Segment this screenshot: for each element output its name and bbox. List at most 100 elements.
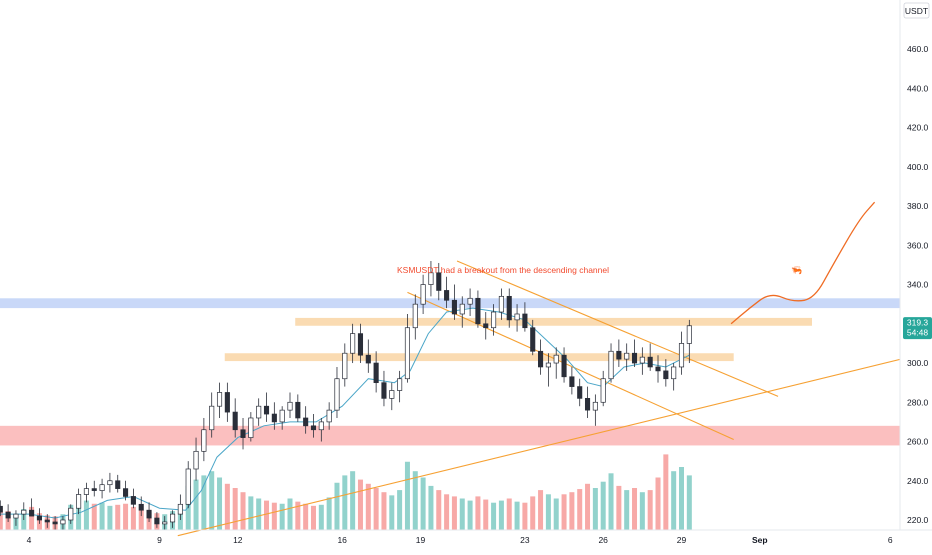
volume-bar [561,494,567,530]
candle-body-up [671,366,677,380]
volume-bar [483,499,489,530]
volume-bar [436,490,442,530]
candle-body-down [240,429,246,438]
candle-body-up [553,354,559,364]
candle [600,370,606,407]
volume-bar [264,500,270,530]
candle-body-up [498,295,504,313]
candle [538,339,544,375]
candle [232,398,238,438]
price-tick-label: 380.0 [907,201,929,211]
projection-layer [730,201,876,325]
candle-body-down [616,350,622,360]
candle-body-up [248,417,254,438]
candle-body-down [224,392,230,413]
candle [436,262,442,301]
volume-bar [209,471,215,530]
candle-body-up [514,313,520,321]
volume-bar [107,505,113,530]
candle-body-down [303,417,309,427]
candle [686,319,692,364]
volume-bar [224,483,230,530]
candle [483,312,489,340]
candle-body-up [185,468,191,505]
currency-badge[interactable] [903,2,930,19]
candle-body-up [678,343,685,368]
candle-body-down [538,350,544,368]
candle-body-down [451,299,457,315]
candle [5,504,11,522]
candle [616,339,622,367]
candles-layer [0,261,692,530]
volume-bar [624,490,630,530]
candle-body-up [350,333,356,354]
price-tick-label: 420.0 [907,123,929,133]
candle [624,343,630,371]
candle [663,359,669,387]
candle [130,488,136,509]
volume-bar [428,485,434,530]
candle [76,488,82,515]
volume-bar [444,494,450,530]
time-axis: 49121619232629Sep6913162023 [0,529,932,545]
candle-body-up [76,494,82,509]
candle-body-down [373,362,379,384]
candle-body-up [592,401,598,411]
candle-body-down [483,323,489,329]
candle-body-up [412,303,418,329]
volume-layer [0,454,692,530]
support-red-zone[interactable] [0,425,900,446]
time-tick-label: 12 [233,535,243,545]
resistance-orange-zone-upper[interactable] [295,317,813,326]
resistance-blue-zone[interactable] [0,298,900,309]
volume-bar [0,507,3,530]
candle-body-up [170,513,176,523]
candle [91,480,97,497]
bar-countdown-label: 54:48 [907,328,929,338]
ascending-trendline[interactable] [177,314,932,537]
candle [107,472,113,493]
trendlines-layer [177,260,932,537]
candle [60,516,66,530]
candle-body-down [295,401,301,419]
price-tick-label: 280.0 [907,397,929,407]
volume-bar [99,502,105,530]
candle [271,402,277,430]
candle-body-up [256,405,262,419]
volume-bar [679,467,684,530]
volume-bar [350,471,356,530]
candle-body-up [686,325,692,344]
candle-body-up [334,378,340,411]
candle [209,392,215,438]
volume-bar [310,505,316,530]
candle [498,288,504,320]
volume-bar [545,494,551,530]
volume-bar [295,501,301,530]
candle-body-up [162,521,168,525]
channel-lower-line[interactable] [407,291,734,441]
volume-bar [193,479,199,530]
support-orange-zone-lower[interactable] [224,353,734,362]
candle-body-up [420,284,426,305]
candle [318,417,324,442]
channel-upper-line[interactable] [456,260,779,397]
price-tick-label: 460.0 [907,44,929,54]
candle [639,347,645,375]
candle-body-up [600,378,606,403]
moving-average-line [0,307,690,519]
candle-body-down [506,295,512,321]
candle [154,512,160,528]
candle [342,343,348,387]
time-tick-label: 19 [416,535,426,545]
candle-body-down [263,405,270,415]
projection-path[interactable] [730,201,876,325]
volume-bar [365,483,371,530]
volume-bar [123,503,129,530]
candle [177,494,183,520]
volume-bar [663,454,669,530]
candle [545,353,551,387]
candle [592,394,598,426]
candle-body-down [475,297,481,325]
annotation-layer: KSMUSDT had a breakout from the descendi… [397,265,802,275]
